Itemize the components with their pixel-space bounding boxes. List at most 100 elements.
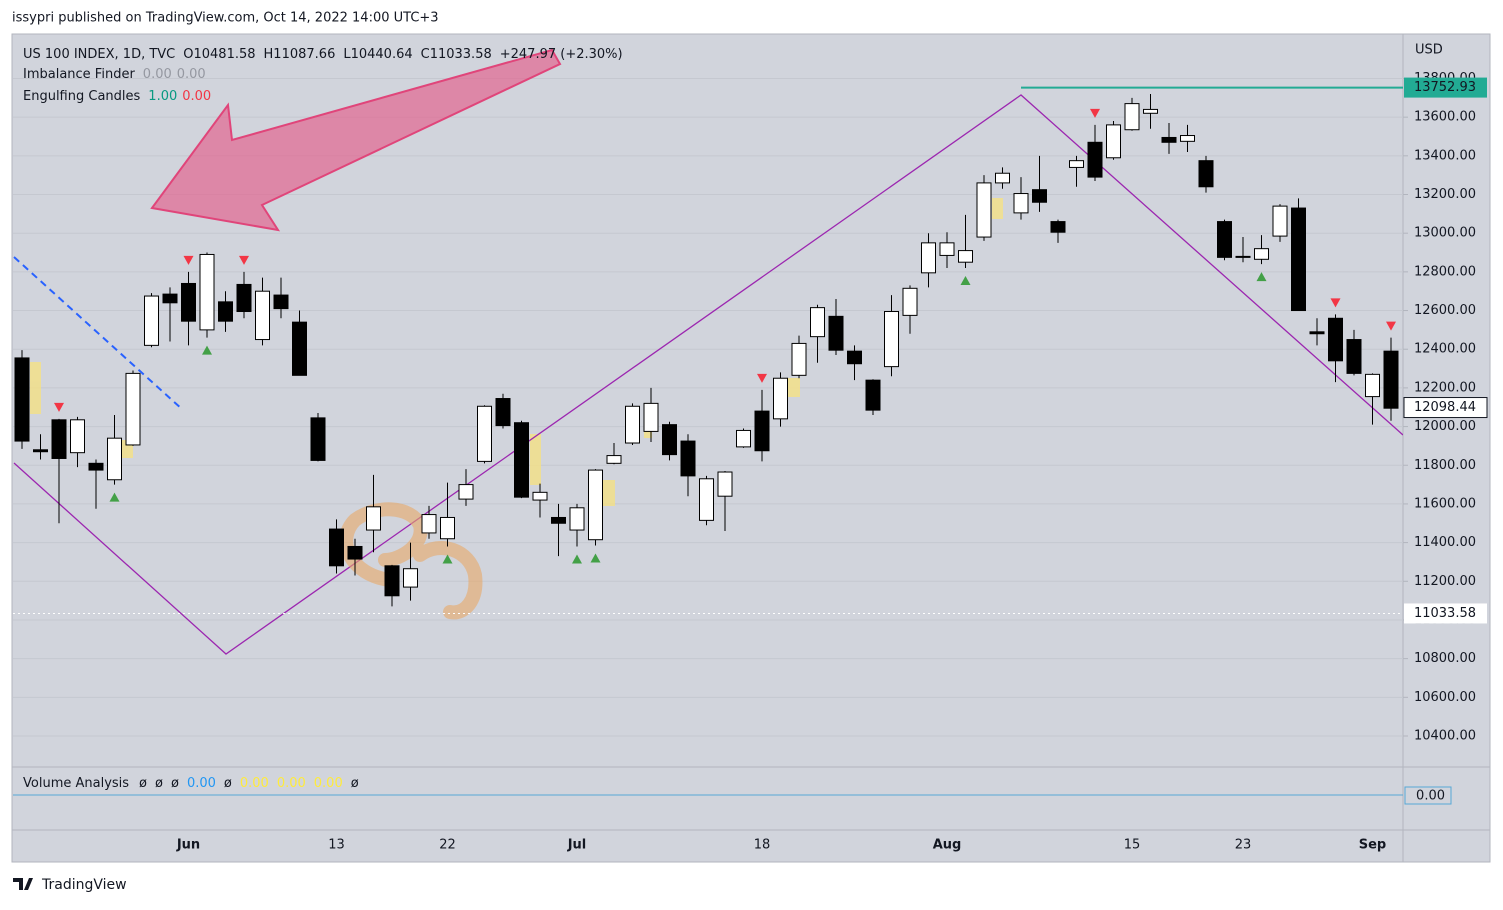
- bullish-signal: [960, 275, 971, 285]
- candle-body: [532, 491, 548, 501]
- volume-axis-label: 0.00: [1416, 789, 1445, 804]
- bullish-signal: [202, 345, 212, 355]
- candle-body: [828, 315, 844, 351]
- candle-body: [1198, 160, 1214, 188]
- volume-value: ø: [224, 776, 232, 791]
- candle-body: [514, 422, 529, 498]
- candle-body: [458, 484, 474, 500]
- candle-body: [1161, 136, 1177, 143]
- y-tick-label: 13400.00: [1414, 148, 1476, 163]
- candle-body: [273, 294, 289, 310]
- candle-body: [1050, 221, 1066, 233]
- candle-body: [125, 372, 141, 446]
- indicator-name: Imbalance Finder: [23, 67, 135, 82]
- y-tick-label: 12400.00: [1414, 342, 1476, 357]
- symbol: US 100 INDEX, 1D, TVC: [23, 47, 175, 62]
- candle-body: [736, 429, 751, 448]
- candle-body: [1291, 207, 1306, 312]
- y-tick-label: 13200.00: [1414, 187, 1476, 202]
- bullish-signal: [109, 492, 120, 502]
- candle-body: [588, 469, 603, 541]
- brand-name: TradingView: [41, 877, 127, 893]
- candles: [13, 86, 1403, 614]
- candle-body: [717, 471, 733, 497]
- x-tick-label: Jul: [567, 838, 587, 853]
- bearish-signal: [757, 373, 767, 383]
- candle-body: [14, 357, 30, 442]
- bullish-signal: [590, 553, 601, 563]
- volume-value: ø: [171, 776, 179, 791]
- y-tick-label: 13600.00: [1414, 110, 1476, 125]
- header-text: issypri published on TradingView.com, Oc…: [12, 11, 439, 26]
- candle-body: [1124, 103, 1140, 131]
- candle-body: [440, 516, 455, 540]
- price-label-box: [1404, 603, 1487, 624]
- candle-body: [643, 402, 659, 432]
- x-tick-label: 13: [328, 838, 345, 853]
- bearish-signal: [1330, 298, 1341, 308]
- candle-body: [107, 437, 122, 481]
- candle-body: [70, 419, 85, 454]
- candle-body: [88, 462, 104, 471]
- candle-body: [199, 253, 215, 331]
- legend-line: US 100 INDEX, 1D, TVC O10481.58 H11087.66 L…: [23, 47, 623, 62]
- candle-body: [976, 182, 992, 238]
- candle-body: [1032, 189, 1047, 203]
- candle-body: [995, 172, 1010, 184]
- candle-body: [236, 283, 252, 313]
- volume-value: 0.00: [314, 776, 343, 791]
- x-tick-label: Aug: [933, 838, 962, 853]
- candle-body: [329, 528, 344, 567]
- candle-body: [551, 516, 566, 524]
- indicator-value: 0.00: [143, 67, 172, 82]
- volume-legend: Volume Analysis ø ø ø 0.00 ø 0.00 0.00 0.00 ø: [23, 776, 359, 791]
- indicator-value: 0.00: [177, 67, 206, 82]
- y-tick-label: 11400.00: [1414, 535, 1476, 550]
- y-tick-label: 12200.00: [1414, 380, 1476, 395]
- candle-body: [1254, 248, 1269, 260]
- price-label-box: [1403, 397, 1488, 419]
- imbalance-zone: [788, 378, 800, 397]
- x-tick-label: 22: [439, 838, 456, 853]
- bearish-signal: [1386, 321, 1396, 331]
- brand-logo: [13, 878, 33, 890]
- candle-body: [218, 301, 233, 322]
- imbalance-zone: [30, 362, 41, 414]
- annotation-arrow: [150, 48, 562, 232]
- candle-body: [569, 507, 585, 531]
- volume-axis-box: [1404, 786, 1452, 805]
- candle-body: [958, 250, 973, 263]
- volume-value: ø: [155, 776, 163, 791]
- candle-body: [1069, 160, 1084, 168]
- bearish-signal: [54, 402, 64, 412]
- candle-body: [1272, 205, 1288, 237]
- candle-body: [292, 321, 307, 376]
- candle-body: [1087, 141, 1103, 178]
- price-label-box: [1404, 77, 1487, 98]
- trend-line: [13, 256, 184, 411]
- ohlc-open: O10481.58: [183, 47, 255, 62]
- candle-body: [939, 242, 955, 256]
- candle-body: [495, 398, 511, 427]
- candle-body: [810, 307, 825, 338]
- price-label: 13752.93: [1414, 80, 1476, 95]
- x-tick-label: Jun: [176, 838, 200, 853]
- candle-body: [1217, 221, 1232, 258]
- volume-value: ø: [139, 776, 147, 791]
- bearish-signal: [1090, 108, 1100, 118]
- candle-body: [791, 342, 807, 376]
- bullish-signal: [442, 554, 453, 564]
- bullish-signal: [572, 554, 582, 564]
- y-tick-label: 10400.00: [1414, 728, 1476, 743]
- candle-body: [51, 419, 67, 459]
- candle-body: [921, 242, 936, 274]
- candle-body: [902, 287, 918, 316]
- candle-body: [421, 514, 437, 534]
- imbalance-zone: [530, 434, 541, 485]
- ohlc-close: C11033.58: [421, 47, 492, 62]
- bearish-signal: [183, 255, 194, 265]
- ohlc-low: L10440.64: [343, 47, 412, 62]
